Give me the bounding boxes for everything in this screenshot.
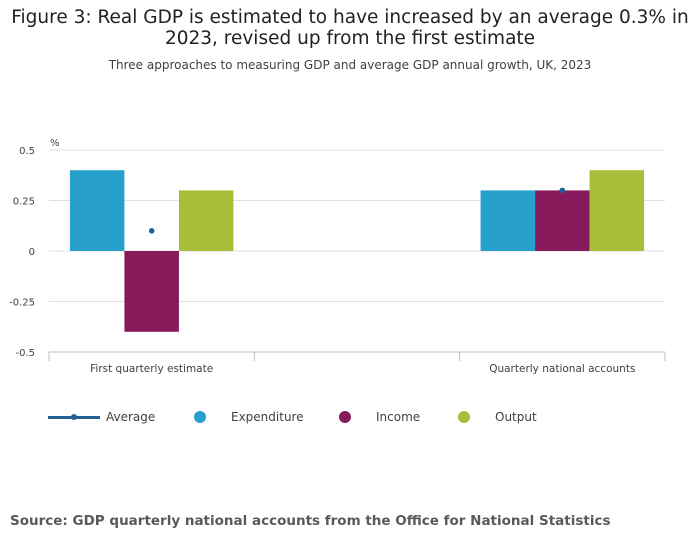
y-tick-label: 0.25 xyxy=(13,197,35,208)
y-tick-label: -0.25 xyxy=(9,298,35,309)
y-tick-label: 0 xyxy=(29,247,35,258)
source-note: Source: GDP quarterly national accounts … xyxy=(10,513,611,529)
legend-line-marker-icon xyxy=(48,410,100,424)
x-category-label: Quarterly national accounts xyxy=(489,363,635,375)
legend-dot-icon xyxy=(458,411,470,423)
average-marker xyxy=(559,187,566,194)
chart-title: Figure 3: Real GDP is estimated to have … xyxy=(11,7,689,49)
bar-output xyxy=(589,170,645,251)
legend-label-output: Output xyxy=(495,410,537,424)
average-marker xyxy=(148,228,155,234)
legend-dot-icon xyxy=(339,411,351,423)
bar-income xyxy=(535,190,590,251)
bar-expenditure xyxy=(69,170,125,251)
legend-dot-icon xyxy=(194,411,206,423)
bar-output xyxy=(178,190,234,251)
x-category-label: First quarterly estimate xyxy=(90,363,213,375)
legend-item-average[interactable]: Average xyxy=(48,407,155,427)
legend-item-income[interactable]: Income xyxy=(339,407,420,427)
y-tick-label: -0.5 xyxy=(15,348,35,359)
legend-label-expenditure: Expenditure xyxy=(231,410,304,424)
chart-area: 0.5 0.25 0 -0.25 -0.5% First quarterly estima… xyxy=(9,138,666,375)
y-tick-label: 0.5 xyxy=(19,146,35,157)
y-axis-label: % xyxy=(50,138,60,149)
legend-item-output[interactable]: Output xyxy=(458,407,537,427)
bar-expenditure xyxy=(480,190,536,251)
legend-label-income: Income xyxy=(376,410,421,424)
chart-subtitle: Three approaches to measuring GDP and av… xyxy=(108,58,592,72)
legend-item-expenditure[interactable]: Expenditure xyxy=(194,407,304,427)
legend: Average Expenditure Income Output xyxy=(0,407,700,427)
legend-label-average: Average xyxy=(106,410,156,424)
bar-income xyxy=(124,251,179,332)
